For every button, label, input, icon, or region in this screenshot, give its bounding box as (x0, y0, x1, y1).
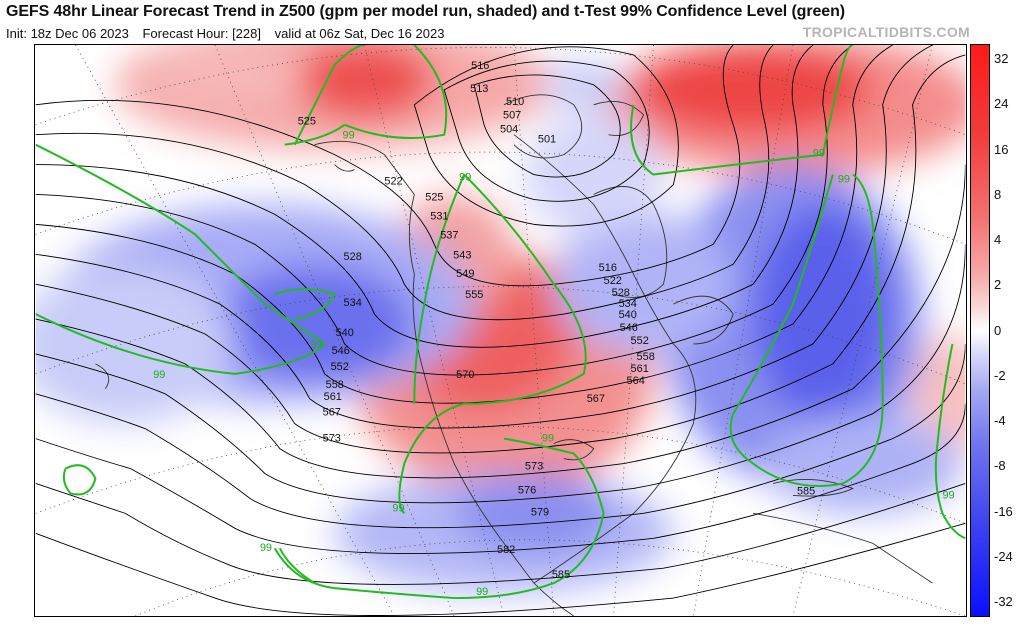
height-contour-label: 549 (456, 268, 474, 280)
height-contour-label: 525 (298, 116, 316, 128)
colorbar (970, 44, 990, 617)
confidence-contour-label: 99 (476, 586, 488, 598)
height-contour-label: 585 (797, 485, 815, 497)
confidence-contour-label: 99 (838, 174, 850, 186)
height-contour-label: 522 (384, 176, 402, 188)
shaded-anomaly-field (35, 45, 966, 594)
colorbar-tick-label: 8 (994, 186, 1002, 202)
forecast-hour: Forecast Hour: [228] (142, 26, 261, 41)
colorbar-tick-label: -24 (994, 548, 1013, 564)
colorbar-tick-label: 32 (994, 51, 1009, 66)
confidence-contours (35, 45, 966, 600)
height-contour-label: 573 (323, 433, 341, 445)
height-contour-label: 573 (525, 461, 543, 473)
confidence-contour-label: 99 (343, 130, 355, 142)
height-contour-label: 537 (440, 229, 458, 241)
height-contour-label: 576 (518, 484, 536, 496)
valid-time: valid at 06z Sat, Dec 16 2023 (274, 26, 445, 41)
height-contour-label: 552 (631, 335, 649, 347)
height-contour-label: 561 (324, 391, 342, 403)
confidence-contour-label: 99 (942, 489, 954, 501)
confidence-contour-label: 99 (260, 542, 272, 554)
height-contour-label: 585 (552, 569, 570, 581)
height-contour-label: 540 (336, 327, 354, 339)
site-credit: TROPICALTIDBITS.COM (802, 24, 970, 40)
height-contour-label: 501 (538, 134, 556, 146)
height-contour-label: 552 (331, 361, 349, 373)
colorbar-tick-label: -2 (994, 367, 1006, 383)
height-contour-label: 555 (465, 289, 483, 301)
height-contour-label: 564 (627, 375, 645, 387)
height-contour-label: 516 (599, 262, 617, 274)
height-contour-label: 522 (604, 275, 622, 287)
init-time: Init: 18z Dec 06 2023 (6, 26, 129, 41)
colorbar-tick-label: 2 (994, 277, 1002, 293)
height-contour-label: 567 (323, 407, 341, 419)
height-contour-label: 534 (619, 298, 637, 310)
height-contour-label: 516 (471, 60, 489, 72)
height-contours (35, 45, 966, 616)
height-contour-label: 510 (506, 96, 524, 108)
height-contour-label: 582 (497, 544, 515, 556)
height-contour-label: 567 (587, 393, 605, 405)
height-contour-label: 546 (620, 322, 638, 334)
confidence-contour-label: 99 (542, 433, 554, 445)
height-contour-label: 525 (425, 191, 443, 203)
confidence-contour-label: 99 (153, 369, 165, 381)
height-contour-label: 531 (430, 210, 448, 222)
colorbar-tick-label: -8 (994, 458, 1006, 474)
height-contour-label: 513 (470, 83, 488, 95)
map-title: GEFS 48hr Linear Forecast Trend in Z500 … (6, 3, 845, 20)
colorbar-tick-label: 24 (994, 96, 1009, 112)
height-contour-label: 507 (503, 110, 521, 122)
height-contour-label: 534 (344, 297, 362, 309)
confidence-contour-label: 99 (392, 502, 404, 514)
height-contour-label: 558 (637, 351, 655, 363)
colorbar-tick-label: -32 (994, 594, 1013, 609)
colorbar-tick-label: 16 (994, 141, 1009, 157)
confidence-labels: 99 99 99 99 99 99 99 99 99 99 99 (153, 130, 954, 598)
colorbar-tick-label: 4 (994, 232, 1002, 247)
colorbar-tick-label: -4 (994, 413, 1006, 428)
confidence-contour-label: 99 (813, 148, 825, 160)
contour-labels: 516 513 510 507 504 501 525 522 525 531 537 543 549 5… (298, 60, 816, 581)
height-contour-label: 504 (500, 124, 518, 136)
height-contour-label: 528 (612, 287, 630, 299)
height-contour-label: 558 (326, 379, 344, 391)
height-contour-label: 543 (453, 249, 471, 261)
subtitle-line: Init: 18z Dec 06 2023 Forecast Hour: [22… (6, 26, 454, 41)
height-contour-label: 570 (456, 369, 474, 381)
height-contour-label: 561 (631, 363, 649, 375)
forecast-map: 516 513 510 507 504 501 525 522 525 531 537 543 549 5… (34, 44, 967, 617)
confidence-contour-label: 99 (311, 339, 323, 351)
colorbar-tick-label: -16 (994, 503, 1013, 519)
height-contour-label: 540 (619, 309, 637, 321)
confidence-contour-label: 99 (459, 172, 471, 184)
colorbar-tick-label: 0 (994, 322, 1002, 338)
height-contour-label: 528 (344, 251, 362, 263)
height-contour-label: 579 (531, 506, 549, 518)
height-contour-label: 546 (332, 345, 350, 357)
